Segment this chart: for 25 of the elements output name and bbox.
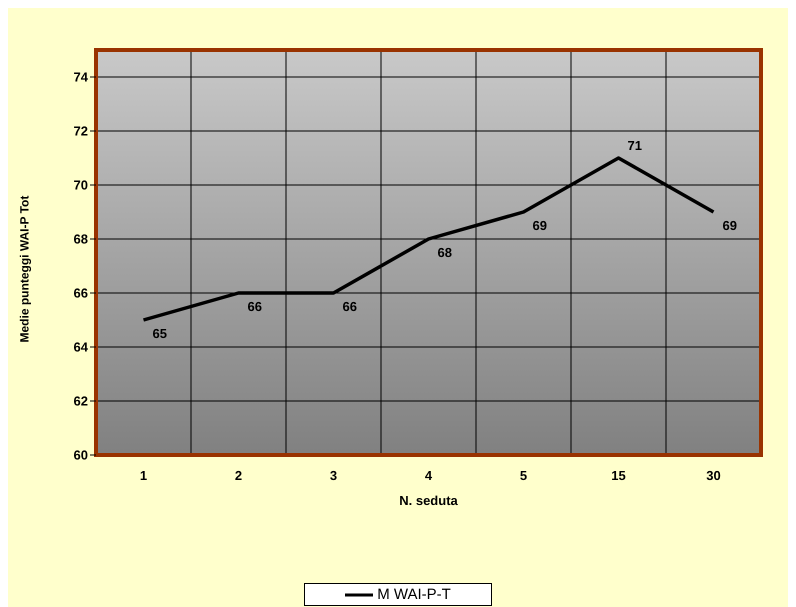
x-tick-label: 4 [424,468,433,484]
y-tick-label: 74 [74,70,89,85]
x-tick-label: 1 [140,468,148,484]
data-label: 69 [722,218,737,233]
x-tick-label: 5 [520,468,528,484]
y-tick-label: 64 [74,340,89,355]
data-label: 71 [628,138,642,153]
y-tick-label: 60 [74,448,88,463]
x-tick-label: 2 [234,468,242,484]
x-tick-label: 15 [611,468,626,484]
data-label: 68 [438,245,452,260]
data-label: 65 [152,326,167,341]
x-tick-label: 30 [706,468,721,484]
y-tick-label: 68 [74,232,88,247]
y-tick-label: 66 [74,286,88,301]
data-label: 66 [342,299,357,314]
y-axis-title: Medie punteggi WAI-P Tot [17,196,32,342]
data-label: 66 [248,299,262,314]
y-tick-label: 62 [74,394,88,409]
x-tick-label: 3 [330,468,338,484]
x-axis-title: N. seduta [399,493,459,508]
y-tick-label: 72 [74,124,88,139]
legend-label: M WAI-P-T [377,586,451,603]
data-label: 69 [532,218,547,233]
y-tick-label: 70 [74,178,88,193]
